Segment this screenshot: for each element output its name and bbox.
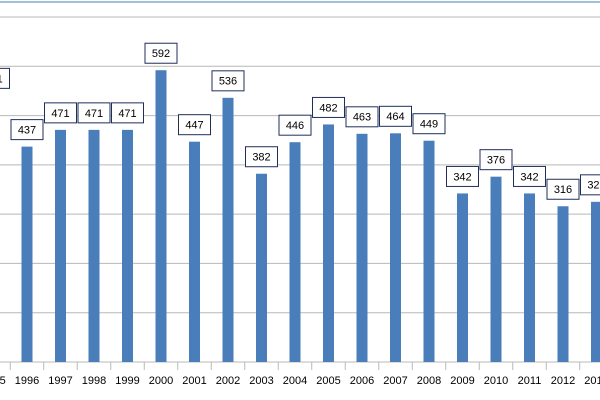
data-label: 471 [51, 108, 69, 120]
x-tick-label: 2000 [149, 375, 173, 387]
x-tick-label: 2011 [518, 375, 542, 387]
bar [390, 133, 401, 362]
bar [423, 140, 435, 362]
data-label-box [178, 114, 211, 136]
data-label: 592 [152, 48, 170, 60]
x-tick-label: 2010 [484, 375, 508, 387]
data-label: 446 [286, 120, 304, 132]
data-label-box [0, 67, 10, 89]
data-label-box [10, 119, 44, 141]
data-label-box [77, 102, 111, 124]
data-label: 482 [319, 102, 337, 114]
x-tick-label: 2003 [249, 375, 273, 387]
data-label-box [211, 70, 245, 92]
x-tick-label: 2005 [316, 375, 340, 387]
bar [222, 97, 234, 362]
data-label: 342 [520, 171, 538, 183]
data-label-box [144, 42, 178, 64]
data-label: 325 [587, 180, 600, 192]
bar [457, 193, 468, 362]
data-label: 447 [185, 120, 203, 132]
data-label-box [546, 178, 580, 200]
data-label-box [412, 113, 446, 135]
data-label: 382 [252, 152, 270, 164]
data-label-box [111, 102, 144, 124]
x-tick-label: 2004 [283, 375, 307, 387]
data-label: 471 [118, 108, 136, 120]
bar [256, 173, 267, 362]
x-tick-label: 2007 [383, 375, 407, 387]
data-label: 342 [453, 171, 471, 183]
data-label-box [379, 105, 412, 127]
x-tick-label: 1998 [82, 375, 106, 387]
bar [356, 133, 368, 362]
data-label: 316 [554, 184, 572, 196]
data-label-box [446, 165, 479, 187]
bar [524, 193, 535, 362]
data-label-box [479, 149, 513, 171]
x-tick-label: 1995 [0, 375, 6, 387]
x-tick-label: 1997 [48, 375, 72, 387]
bar [557, 206, 569, 362]
data-label: 464 [386, 111, 404, 123]
x-tick-label: 1999 [115, 375, 139, 387]
x-tick-label: 2008 [417, 375, 441, 387]
x-tick-label: 2009 [450, 375, 474, 387]
bar [88, 129, 100, 362]
data-label-box [245, 146, 278, 168]
data-label-box [278, 114, 312, 136]
data-label-box [513, 165, 546, 187]
data-label-box [44, 102, 77, 124]
bar [122, 129, 133, 362]
data-label: 541 [0, 73, 3, 85]
x-tick-label: 2012 [551, 375, 575, 387]
data-label-box [345, 106, 379, 128]
data-label: 463 [353, 112, 371, 124]
bar [55, 129, 66, 362]
data-label: 536 [219, 76, 237, 88]
bar [289, 142, 301, 362]
bar [21, 146, 33, 362]
x-tick-label: 2002 [216, 375, 240, 387]
data-label: 437 [18, 125, 36, 137]
bar [189, 141, 200, 362]
bar [155, 70, 167, 362]
bar [591, 201, 600, 362]
data-label: 449 [420, 119, 438, 131]
data-label-box [580, 174, 600, 196]
x-tick-label: 2006 [350, 375, 374, 387]
data-label-box [312, 96, 345, 118]
data-label: 471 [85, 108, 103, 120]
bar [323, 124, 334, 362]
x-tick-label: 2001 [182, 375, 206, 387]
data-label: 376 [487, 155, 505, 167]
x-tick-label: 1996 [15, 375, 39, 387]
bar [490, 176, 502, 362]
